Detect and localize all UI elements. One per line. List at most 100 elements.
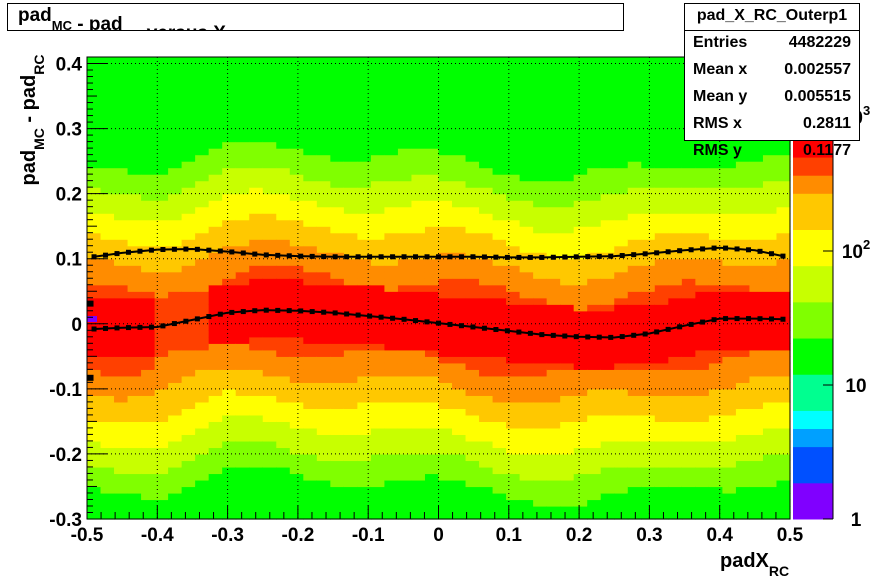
heatmap-cell bbox=[397, 414, 413, 422]
heatmap-cell bbox=[438, 434, 453, 442]
heatmap-cell bbox=[438, 336, 453, 344]
heatmap-cell bbox=[411, 414, 426, 422]
heatmap-cell bbox=[722, 239, 737, 247]
heatmap-cell bbox=[627, 83, 642, 91]
heatmap-cell bbox=[519, 63, 534, 71]
heatmap-cell bbox=[452, 213, 467, 221]
heatmap-cell bbox=[573, 486, 588, 494]
heatmap-cell bbox=[87, 141, 102, 149]
heatmap-cell bbox=[289, 317, 304, 325]
heatmap-cell bbox=[357, 252, 372, 260]
heatmap-cell bbox=[424, 187, 440, 195]
heatmap-cell bbox=[506, 349, 521, 357]
heatmap-cell bbox=[722, 466, 737, 475]
heatmap-cell bbox=[587, 349, 602, 357]
heatmap-cell bbox=[235, 141, 250, 149]
heatmap-cell bbox=[479, 440, 494, 449]
heatmap-cell bbox=[452, 219, 467, 227]
heatmap-cell bbox=[465, 291, 480, 299]
heatmap-cell bbox=[749, 226, 764, 234]
heatmap-cell bbox=[614, 219, 629, 227]
heatmap-cell bbox=[654, 434, 669, 442]
heatmap-cell bbox=[154, 213, 169, 221]
heatmap-cell bbox=[303, 434, 318, 442]
heatmap-cell bbox=[776, 161, 791, 169]
heatmap-cell bbox=[654, 258, 669, 266]
profile-point bbox=[413, 254, 419, 260]
heatmap-cell bbox=[154, 174, 169, 182]
heatmap-cell bbox=[627, 70, 642, 78]
heatmap-cell bbox=[397, 362, 413, 370]
heatmap-cell bbox=[519, 434, 534, 442]
heatmap-cell bbox=[330, 148, 345, 156]
heatmap-cell bbox=[154, 109, 169, 117]
heatmap-cell bbox=[479, 369, 494, 377]
heatmap-cell bbox=[519, 141, 534, 149]
heatmap-cell bbox=[289, 466, 304, 475]
heatmap-cell bbox=[330, 447, 345, 455]
heatmap-cell bbox=[492, 161, 507, 169]
heatmap-cell bbox=[573, 330, 588, 338]
heatmap-cell bbox=[627, 317, 642, 325]
heatmap-cell bbox=[479, 258, 494, 266]
heatmap-cell bbox=[235, 453, 250, 462]
heatmap-cell bbox=[776, 382, 791, 390]
heatmap-cell bbox=[370, 284, 386, 292]
profile-point bbox=[642, 251, 648, 257]
heatmap-cell bbox=[195, 187, 210, 195]
heatmap-cell bbox=[722, 427, 737, 436]
heatmap-cell bbox=[235, 245, 250, 253]
heatmap-cell bbox=[492, 330, 507, 338]
heatmap-cell bbox=[506, 96, 521, 104]
heatmap-cell bbox=[87, 297, 102, 305]
heatmap-cell bbox=[465, 206, 480, 214]
heatmap-cell bbox=[465, 161, 480, 169]
heatmap-cell bbox=[641, 141, 656, 149]
heatmap-cell bbox=[154, 291, 169, 299]
profile-point bbox=[527, 330, 533, 336]
heatmap-cell bbox=[546, 226, 561, 234]
heatmap-cell bbox=[600, 479, 615, 488]
heatmap-cell bbox=[560, 161, 575, 169]
heatmap-cell bbox=[708, 453, 723, 462]
heatmap-cell bbox=[316, 291, 331, 299]
heatmap-cell bbox=[343, 102, 358, 110]
heatmap-cell bbox=[519, 213, 534, 221]
heatmap-cell bbox=[546, 63, 561, 71]
heatmap-cell bbox=[424, 102, 440, 110]
heatmap-cell bbox=[681, 278, 696, 286]
heatmap-cell bbox=[208, 219, 223, 227]
heatmap-cell bbox=[492, 499, 507, 507]
heatmap-cell bbox=[357, 330, 372, 338]
heatmap-cell bbox=[141, 284, 156, 292]
heatmap-cell bbox=[479, 492, 494, 501]
heatmap-cell bbox=[735, 265, 751, 273]
heatmap-cell bbox=[235, 284, 250, 292]
heatmap-cell bbox=[762, 492, 778, 501]
heatmap-cell bbox=[479, 466, 494, 475]
z-tick-label: 1 bbox=[851, 510, 862, 531]
heatmap-cell bbox=[546, 102, 561, 110]
heatmap-cell bbox=[127, 89, 142, 97]
heatmap-cell bbox=[776, 505, 791, 514]
heatmap-cell bbox=[303, 304, 318, 312]
heatmap-cell bbox=[127, 479, 142, 488]
heatmap-cell bbox=[370, 128, 386, 136]
heatmap-cell bbox=[479, 278, 494, 286]
heatmap-cell bbox=[141, 414, 156, 422]
heatmap-cell bbox=[600, 239, 615, 247]
heatmap-cell bbox=[641, 226, 656, 234]
heatmap-cell bbox=[533, 76, 548, 84]
heatmap-cell bbox=[587, 102, 602, 110]
heatmap-cell bbox=[289, 271, 304, 279]
heatmap-cell bbox=[87, 271, 102, 279]
heatmap-cell bbox=[343, 330, 358, 338]
heatmap-cell bbox=[114, 479, 129, 488]
heatmap-cell bbox=[289, 499, 304, 507]
heatmap-cell bbox=[235, 421, 250, 429]
heatmap-cell bbox=[330, 492, 345, 501]
heatmap-cell bbox=[506, 245, 521, 253]
heatmap-cell bbox=[195, 499, 210, 507]
heatmap-cell bbox=[681, 447, 696, 455]
heatmap-cell bbox=[533, 122, 548, 130]
